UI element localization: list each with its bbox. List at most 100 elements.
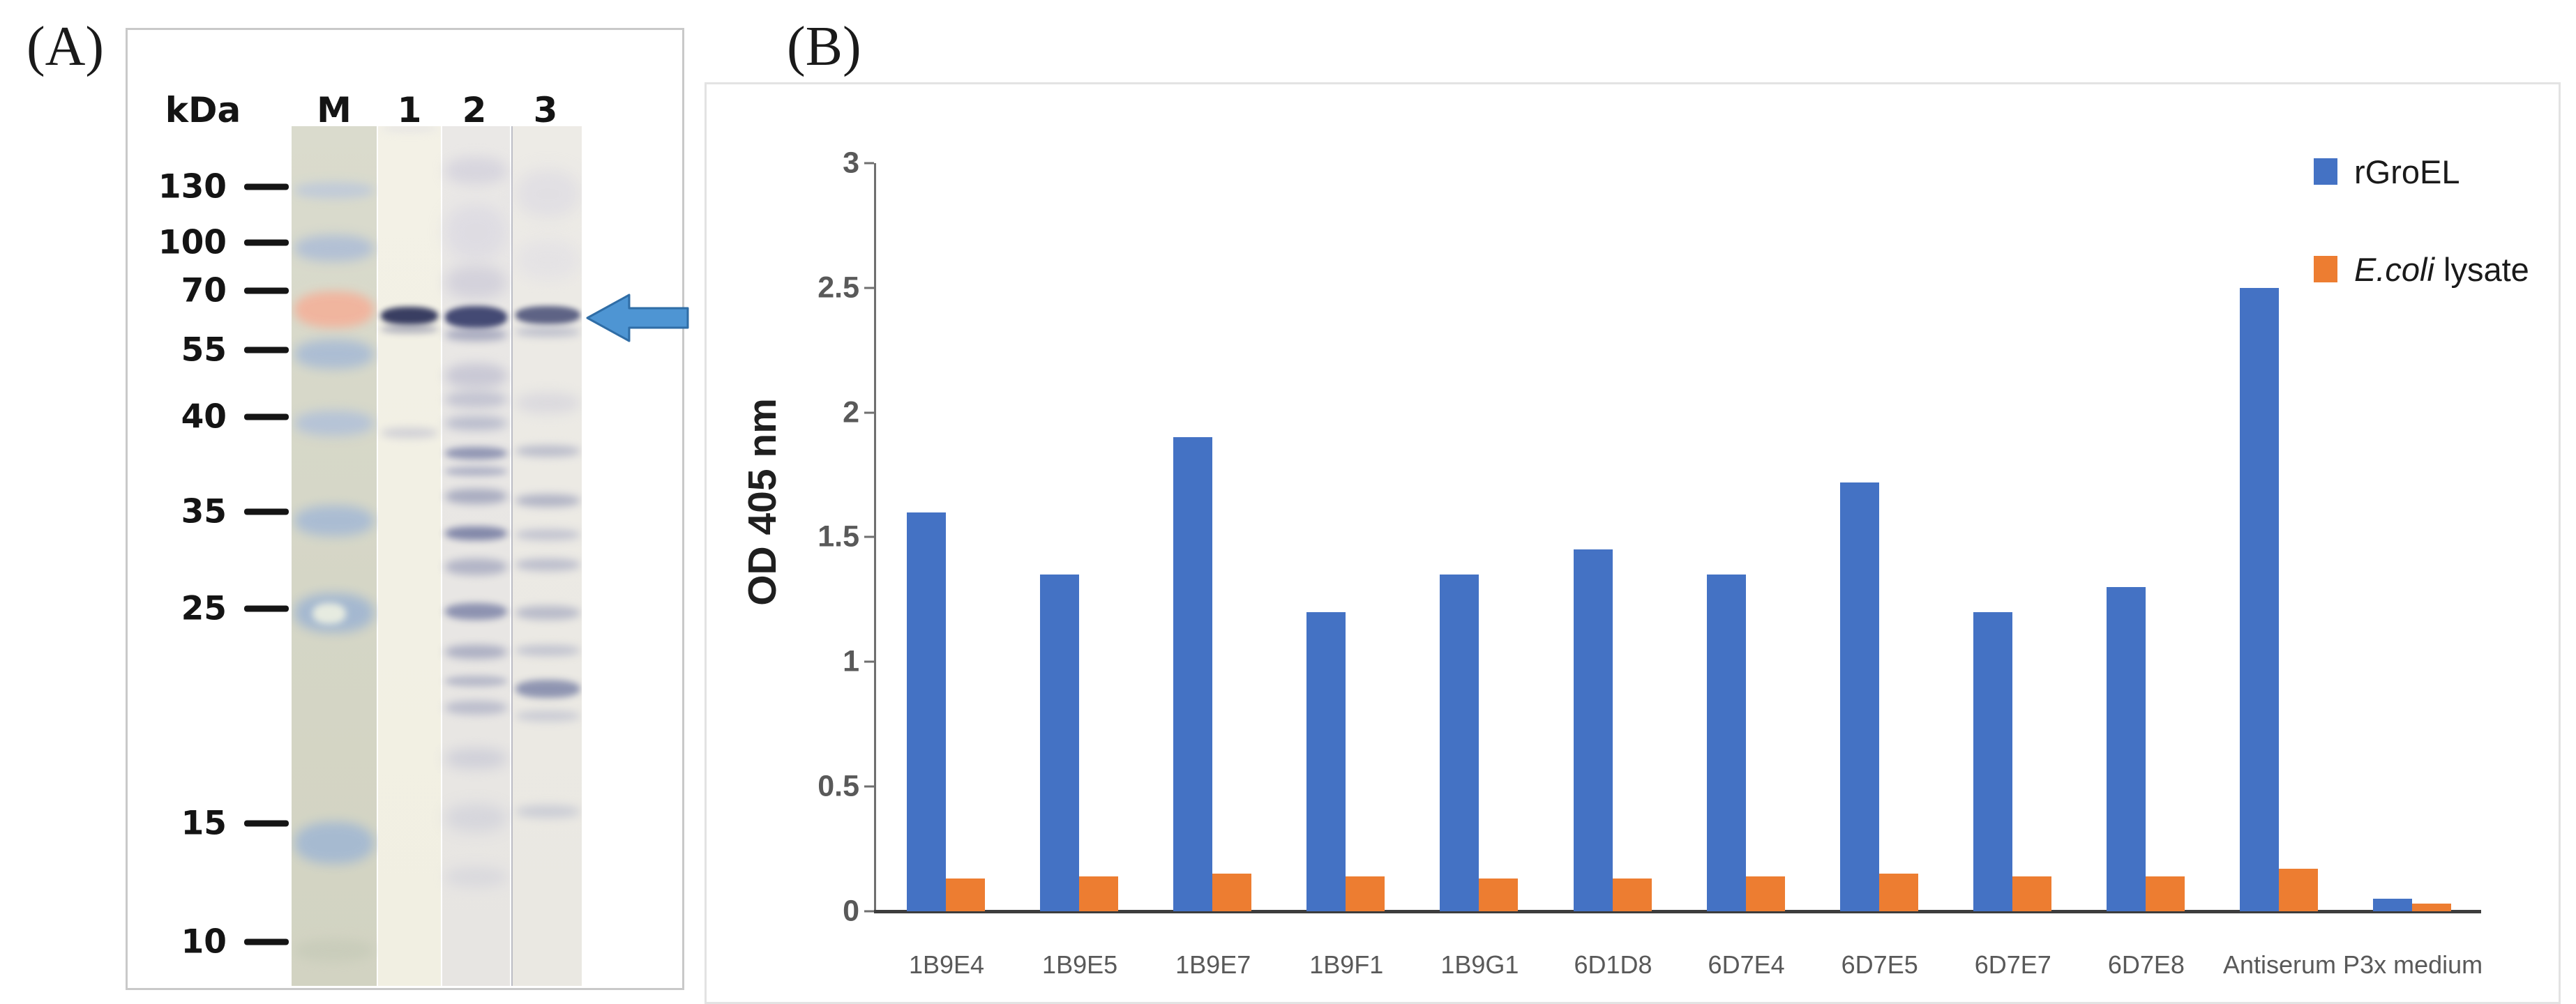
ladder-tick <box>244 605 289 612</box>
y-tick-mark <box>864 910 874 913</box>
gel-band <box>445 701 507 715</box>
ladder-label-35: 35 <box>181 492 227 531</box>
panel-b-elisa-chart <box>705 82 2561 1004</box>
gel-band <box>445 804 507 832</box>
gel-band <box>515 805 580 818</box>
bar-E-coli-lysate-6D7E4 <box>1746 876 1785 911</box>
category-label-1B9E5: 1B9E5 <box>1042 950 1118 979</box>
legend-swatch-icon <box>2314 158 2337 185</box>
gel-lane-1 <box>378 126 441 986</box>
y-tick-mark <box>864 660 874 663</box>
gel-band <box>445 558 507 575</box>
gel-band <box>445 526 507 540</box>
gel-lane-label-2: 2 <box>462 90 487 130</box>
gel-band <box>294 411 374 436</box>
gel-band <box>445 489 507 504</box>
ladder-tick <box>244 508 289 515</box>
gel-lane-2 <box>442 126 510 986</box>
gel-lane-3 <box>511 126 582 986</box>
gel-band <box>445 447 507 459</box>
category-label-1B9E7: 1B9E7 <box>1175 950 1251 979</box>
gel-band <box>445 676 507 687</box>
bar-E-coli-lysate-6D7E7 <box>2012 876 2051 911</box>
category-label-6D7E5: 6D7E5 <box>1841 950 1918 979</box>
gel-band <box>445 328 507 341</box>
gel-band <box>515 680 580 698</box>
ladder-tick <box>244 820 289 827</box>
gel-band <box>445 645 507 659</box>
category-label-P3x-medium: P3x medium <box>2343 950 2483 979</box>
gel-marker-lane <box>292 126 377 986</box>
ladder-label-40: 40 <box>181 397 227 436</box>
gel-band <box>445 266 507 299</box>
gel-band <box>294 822 374 864</box>
gel-band <box>515 239 580 281</box>
gel-band <box>515 393 580 413</box>
bar-E-coli-lysate-6D7E5 <box>1879 874 1918 911</box>
ladder-label-10: 10 <box>181 922 227 961</box>
gel-band <box>515 645 580 656</box>
bar-E-coli-lysate-Antiserum <box>2279 869 2318 911</box>
y-tick-label-0.5: 0.5 <box>818 769 859 803</box>
category-label-1B9E4: 1B9E4 <box>908 950 985 979</box>
bar-rGroEL-P3x-medium <box>2373 899 2412 911</box>
gel-band <box>515 306 580 324</box>
category-label-6D7E4: 6D7E4 <box>1708 950 1785 979</box>
x-axis-line <box>874 910 2481 913</box>
bar-rGroEL-6D1D8 <box>1574 549 1613 911</box>
gel-band <box>445 416 507 430</box>
bar-rGroEL-1B9E5 <box>1040 575 1079 911</box>
gel-band <box>445 204 507 260</box>
bar-rGroEL-6D7E8 <box>2107 587 2146 911</box>
bar-rGroEL-1B9F1 <box>1306 612 1346 911</box>
category-label-1B9G1: 1B9G1 <box>1440 950 1519 979</box>
gel-band <box>515 558 580 571</box>
gel-band <box>445 363 507 388</box>
gel-band <box>294 939 374 961</box>
legend-label: E.coli lysate <box>2354 250 2529 288</box>
gel-band <box>381 307 438 325</box>
gel-band <box>381 126 438 132</box>
y-tick-label-1: 1 <box>843 644 859 678</box>
ladder-tick <box>244 287 289 294</box>
bar-rGroEL-1B9G1 <box>1440 575 1479 911</box>
gel-band <box>445 306 507 328</box>
y-tick-mark <box>864 411 874 414</box>
gel-band <box>294 235 374 261</box>
y-tick-label-0: 0 <box>843 894 859 928</box>
legend-item-E-coli-lysate: E.coli lysate <box>2314 250 2529 288</box>
gel-band <box>294 505 374 536</box>
ladder-label-15: 15 <box>181 804 227 843</box>
y-tick-label-2.5: 2.5 <box>818 271 859 305</box>
gel-band <box>515 446 580 457</box>
gel-lane-label-3: 3 <box>533 90 558 130</box>
bar-rGroEL-6D7E5 <box>1840 482 1879 911</box>
bar-E-coli-lysate-P3x-medium <box>2412 904 2451 911</box>
category-label-6D1D8: 6D1D8 <box>1574 950 1652 979</box>
legend-item-rGroEL: rGroEL <box>2314 153 2460 190</box>
bar-E-coli-lysate-1B9E5 <box>1079 876 1118 911</box>
ladder-tick <box>244 183 289 190</box>
gel-band <box>445 867 507 888</box>
bar-E-coli-lysate-1B9G1 <box>1479 878 1518 911</box>
ladder-label-25: 25 <box>181 589 227 628</box>
gel-lane-label-M: M <box>317 90 352 130</box>
left-arrow-icon <box>586 294 689 342</box>
gel-band <box>515 606 580 620</box>
gel-band <box>312 603 346 624</box>
bar-E-coli-lysate-6D1D8 <box>1613 878 1652 911</box>
gel-band <box>381 427 438 439</box>
y-tick-mark <box>864 162 874 165</box>
gel-lane-label-1: 1 <box>397 90 422 130</box>
gel-kda-unit-label: kDa <box>165 90 241 130</box>
gel-band <box>445 157 507 185</box>
ladder-label-70: 70 <box>181 271 227 310</box>
ladder-tick <box>244 347 289 353</box>
legend-label: rGroEL <box>2354 153 2460 190</box>
ladder-tick <box>244 239 289 246</box>
y-tick-label-1.5: 1.5 <box>818 519 859 554</box>
gel-band <box>515 710 580 722</box>
gel-band <box>515 169 580 218</box>
